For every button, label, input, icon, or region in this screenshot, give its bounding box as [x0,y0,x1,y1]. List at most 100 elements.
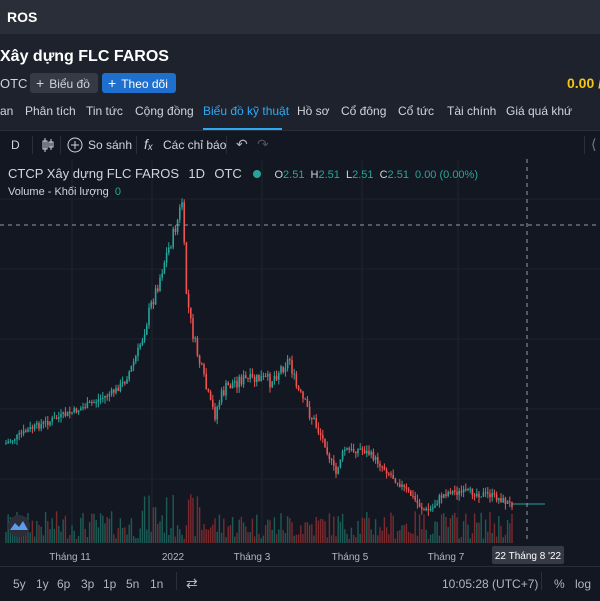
follow-button[interactable]: + Theo dõi [102,73,176,93]
open-value: 2.51 [283,169,305,181]
volume-bar [302,534,304,543]
volume-bar [209,527,212,543]
volume-bar [344,529,346,543]
candle-body [16,434,18,440]
candle-body [504,498,507,504]
candlesticks [5,198,545,516]
interval-selector[interactable]: D [11,138,20,152]
toolbar-divider [136,136,137,154]
volume-bar [480,512,482,543]
volume-bar [238,519,240,543]
candle-body [293,373,295,375]
date-range-icon[interactable]: ⇄ [186,575,198,591]
candle-body [49,421,51,425]
volume-bar [29,532,31,543]
high-value: 2.51 [318,169,340,181]
volume-bar [482,538,485,543]
range-button[interactable]: 5y [13,577,26,591]
candle-body [75,408,78,413]
candle-body [220,390,223,403]
candle-body [9,441,12,443]
candle-body [392,474,394,479]
plus-icon: + [108,75,117,91]
candle-body [203,364,205,374]
candle-body [82,407,84,409]
candle-body [108,394,111,397]
candle-body [273,375,276,382]
candle-body [350,448,353,450]
volume-bar [396,530,399,543]
volume-bar [377,535,379,543]
volume-bar [394,538,397,543]
volume-bar [473,513,476,543]
indicators-button[interactable]: Các chỉ báo [163,138,227,152]
volume-bar [247,532,249,543]
tab-item[interactable]: Tin tức [86,104,123,118]
volume-bar [504,534,507,543]
candle-body [11,440,14,442]
volume-bar [495,536,498,543]
tab-item[interactable]: Phân tích [25,104,76,118]
volume-bar [423,514,425,543]
redo-icon[interactable]: ↷ [257,136,269,152]
chart-button[interactable]: + Biểu đồ [30,73,98,93]
more-icon[interactable]: ⟨ [591,136,597,152]
tab-item[interactable]: Cổ tức [398,104,435,118]
range-button[interactable]: 1y [36,577,49,591]
candle-body [302,391,304,399]
volume-bar [207,529,210,543]
volume-bar [212,524,214,543]
undo-icon[interactable]: ↶ [236,136,248,152]
candle-body [436,503,438,506]
candle-body [229,385,232,389]
percent-toggle[interactable]: % [554,577,565,591]
compare-button[interactable]: So sánh [88,138,133,152]
tab-item[interactable]: Tài chính [447,104,497,118]
candle-body [487,492,489,494]
range-button[interactable]: 3p [81,577,95,591]
range-button[interactable]: 1p [103,577,117,591]
tab-item[interactable]: an [0,104,14,118]
candle-body [366,450,368,454]
volume-bar [407,531,410,543]
tab-item[interactable]: Cộng đồng [135,104,194,118]
candle-style-icon[interactable] [40,137,56,153]
volume-bar [73,530,75,543]
volume-bar [489,512,491,543]
log-toggle[interactable]: log [575,577,592,591]
candle-body [137,347,139,357]
volume-bar [390,512,392,543]
tab-item[interactable]: Biểu đồ kỹ thuật [203,104,290,118]
candle-body [143,334,146,341]
range-button[interactable]: 5n [126,577,140,591]
volume-bar [280,513,282,543]
candle-body [456,491,458,495]
volume-bar [234,536,236,543]
candle-body [328,453,331,460]
tab-item[interactable]: Giá quá khứ [506,104,573,118]
indicators-icon[interactable]: fₓ [144,136,154,152]
candle-body [423,509,425,511]
tab-item[interactable]: Hồ sơ [297,104,330,118]
range-button[interactable]: 6p [57,577,71,591]
candle-body [181,202,183,208]
candle-body [407,488,410,491]
tradingview-logo[interactable] [8,515,30,537]
compare-icon[interactable] [67,137,83,153]
tab-item[interactable]: Cổ đông [341,104,387,118]
candle-body [187,293,190,308]
candle-body [27,429,29,432]
candle-body [225,382,227,396]
volume-bar [185,525,188,543]
volume-bar [339,521,342,543]
candle-body [104,395,106,398]
candle-body [170,247,172,249]
candle-body [139,344,141,348]
candle-body [253,376,256,382]
candle-body [357,448,359,454]
candle-body [491,493,493,498]
volume-bar [493,523,496,543]
toolbar-divider [226,136,227,154]
price-chart[interactable]: Tháng 11 2022 Tháng 3 Tháng 5 Tháng 7 22 Thán… [0,159,600,566]
range-button[interactable]: 1n [150,577,164,591]
